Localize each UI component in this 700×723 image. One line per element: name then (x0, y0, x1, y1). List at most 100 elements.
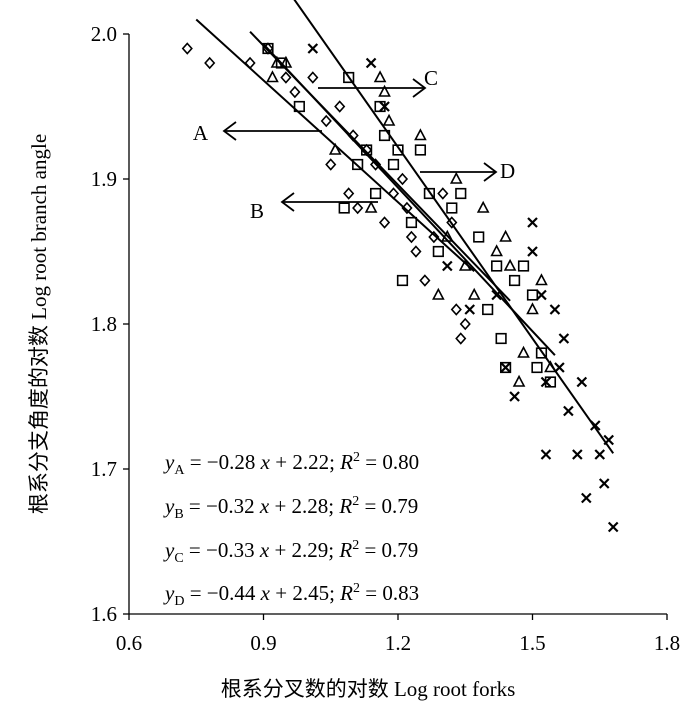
point-d-cross (379, 101, 390, 112)
point-b-square (293, 100, 305, 113)
equation-a: yA = −0.28 x + 2.22; R2 = 0.80 (163, 450, 419, 478)
y-axis-title: 根系分支角度的对数 Log root branch angle (27, 134, 51, 514)
point-a-diamond (289, 85, 301, 99)
point-a-diamond (181, 42, 193, 55)
point-d-cross (536, 289, 547, 301)
point-a-diamond (450, 303, 462, 316)
point-b-square (482, 303, 494, 316)
eq-separator: ; (329, 581, 340, 605)
point-b-square (473, 231, 485, 243)
cross-stroke (442, 260, 453, 272)
y-tick-label: 1.7 (91, 457, 117, 481)
point-b-square (517, 260, 530, 272)
point-b-square (396, 274, 409, 287)
y-tick-label: 1.6 (91, 602, 117, 626)
point-b-square (387, 158, 400, 171)
eq-r2: 0.83 (382, 581, 419, 605)
fit-line-a (195, 18, 475, 272)
eq-equals: = (359, 494, 381, 518)
point-d-cross (594, 449, 606, 460)
eq-subscript: B (174, 507, 183, 522)
point-a-diamond (410, 245, 422, 258)
point-d-cross (554, 362, 565, 373)
point-c-triangle (432, 287, 445, 300)
y-tick-label: 1.9 (91, 167, 117, 191)
point-b-square (405, 216, 418, 229)
point-b-square (535, 347, 548, 359)
eq-x-symbol: x (259, 538, 270, 562)
eq-y-symbol: y (163, 581, 175, 605)
eq-r-symbol: R (339, 450, 353, 474)
eq-subscript: D (174, 594, 184, 609)
cross-stroke (572, 449, 583, 460)
eq-intercept: 2.22 (292, 450, 329, 474)
eq-intercept: 2.28 (292, 494, 329, 518)
point-b-square (369, 187, 382, 200)
cross-stroke (576, 376, 588, 388)
point-a-diamond (419, 274, 431, 287)
eq-equals: = (184, 538, 206, 562)
callout-d: D (420, 159, 515, 183)
cross-stroke (558, 333, 570, 344)
point-b-square (432, 245, 444, 258)
point-c-triangle (378, 84, 391, 97)
point-a-diamond (280, 71, 292, 84)
point-c-triangle (266, 70, 279, 83)
eq-subscript: C (174, 551, 183, 566)
eq-equals: = (184, 450, 206, 474)
eq-equals: = (184, 581, 206, 605)
eq-plus: + (270, 450, 292, 474)
point-c-triangle (467, 287, 481, 300)
line-callouts: A B C D (193, 66, 515, 223)
point-d-cross (509, 391, 520, 402)
cross-stroke (536, 289, 547, 301)
eq-equals: = (360, 581, 382, 605)
point-c-triangle (414, 128, 427, 141)
equation-d: yD = −0.44 x + 2.45; R2 = 0.83 (163, 581, 419, 609)
eq-x-symbol: x (260, 450, 271, 474)
point-c-triangle (535, 273, 548, 286)
point-b-square (526, 289, 539, 301)
cross-stroke (307, 43, 319, 54)
point-b-square (495, 332, 507, 345)
eq-equals: = (184, 494, 206, 518)
regression-equations: yA = −0.28 x + 2.22; R2 = 0.80 y B = −0.32… (163, 450, 419, 609)
callout-arrow-head (483, 162, 498, 182)
point-d-cross (549, 304, 561, 315)
point-c-triangle (382, 113, 396, 126)
y-tick-label: 1.8 (91, 312, 117, 336)
point-c-triangle (490, 244, 503, 257)
point-c-triangle (517, 345, 530, 358)
point-d-cross (500, 362, 511, 373)
point-b-square (423, 187, 435, 200)
cross-stroke (464, 304, 476, 315)
y-tick-label: 2.0 (91, 22, 117, 46)
point-a-diamond (378, 216, 391, 229)
eq-slope: −0.32 (206, 494, 255, 518)
eq-x-symbol: x (260, 581, 271, 605)
x-tick-label: 1.8 (654, 631, 680, 655)
eq-slope: −0.44 (207, 581, 256, 605)
eq-superscript: 2 (353, 581, 360, 596)
x-axis-title: 根系分叉数的对数 Log root forks (221, 677, 516, 701)
tick-labels: 0.6 0.9 1.2 1.5 1.8 1.6 1.7 1.8 1.9 2.0 (91, 22, 680, 655)
x-tick-label: 0.6 (116, 631, 142, 655)
callout-arrow-head (412, 78, 427, 98)
eq-y-symbol: y (163, 538, 175, 562)
point-b-square (491, 260, 503, 272)
cross-stroke (365, 57, 377, 69)
point-a-diamond (352, 201, 364, 215)
point-b-square (531, 361, 543, 374)
point-b-square (343, 71, 355, 84)
eq-r2: 0.80 (382, 450, 419, 474)
callout-a: A (193, 121, 322, 145)
cross-stroke (540, 449, 552, 460)
x-tick-label: 1.2 (385, 631, 411, 655)
point-c-triangle (373, 70, 387, 83)
cross-stroke (527, 217, 538, 228)
point-c-triangle (364, 200, 378, 213)
cross-stroke (581, 492, 592, 504)
point-c-triangle (512, 374, 526, 387)
cross-stroke (549, 304, 561, 315)
callout-b: B (250, 192, 378, 223)
